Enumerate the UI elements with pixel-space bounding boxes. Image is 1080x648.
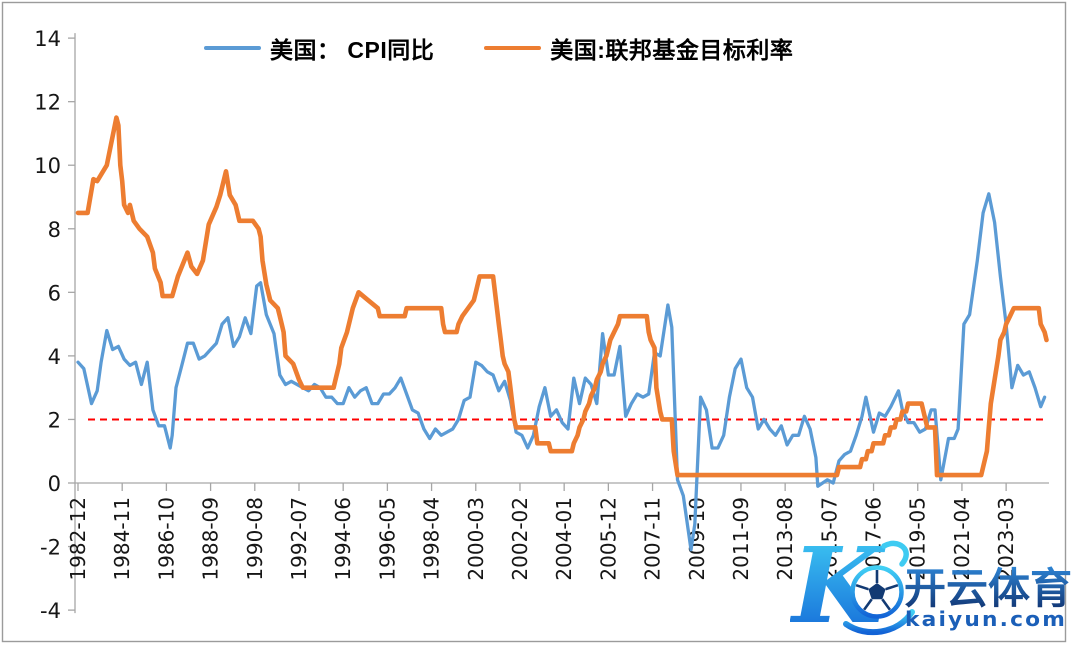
y-axis-label: 6 bbox=[48, 281, 61, 305]
chart-frame-border bbox=[1, 1, 1067, 643]
watermark-domain-text: kaiyun.com bbox=[905, 607, 1067, 631]
x-axis-label: 1994-06 bbox=[331, 497, 355, 581]
x-axis-label: 2013-08 bbox=[773, 497, 797, 581]
x-axis-label: 2015-07 bbox=[817, 497, 841, 581]
cpi-yoy-line bbox=[76, 192, 1047, 552]
y-axis-label: -2 bbox=[40, 536, 61, 560]
y-axis-label: 2 bbox=[48, 408, 61, 432]
x-axis-label: 2023-03 bbox=[994, 497, 1018, 581]
x-axis-label: 1992-07 bbox=[287, 497, 311, 581]
x-axis-label: 2005-12 bbox=[596, 497, 620, 581]
legend-item-fed-funds: 美国:联邦基金目标利率 bbox=[484, 31, 793, 65]
kaiyun-watermark: K 开云体育 kaiyun.com bbox=[790, 524, 1072, 647]
fed-funds-line-swatch bbox=[484, 46, 542, 50]
cpi-line-swatch bbox=[204, 46, 261, 50]
legend-item-cpi: 美国： CPI同比 bbox=[204, 31, 434, 65]
x-axis-label: 1998-04 bbox=[420, 497, 444, 581]
logo-swirl bbox=[881, 540, 909, 567]
y-axis-label: 10 bbox=[34, 154, 61, 178]
x-axis-label: 2004-01 bbox=[552, 497, 576, 581]
logo-swoosh bbox=[843, 609, 915, 636]
x-axis-label: 1988-09 bbox=[199, 497, 223, 581]
x-axis-label: 2002-02 bbox=[508, 497, 532, 581]
x-axis-label: 2019-05 bbox=[906, 497, 930, 581]
y-axis-label: 4 bbox=[48, 345, 61, 369]
y-axis-label: 12 bbox=[34, 91, 61, 115]
x-axis-label: 1984-11 bbox=[110, 497, 134, 581]
x-axis-label: 1982-12 bbox=[66, 497, 90, 581]
legend: 美国： CPI同比 美国:联邦基金目标利率 bbox=[204, 31, 793, 65]
y-axis-label: 8 bbox=[48, 218, 61, 242]
fed-funds-target-rate-line bbox=[75, 115, 1049, 478]
soccer-ball-icon bbox=[850, 565, 904, 619]
y-axis-label: 0 bbox=[48, 472, 61, 496]
x-axis-label: 2000-03 bbox=[464, 497, 488, 581]
y-axis-label: 14 bbox=[34, 27, 61, 51]
x-axis-label: 2011-09 bbox=[729, 497, 753, 581]
x-axis-label: 2021-04 bbox=[950, 497, 974, 581]
x-axis-label: 1986-10 bbox=[154, 497, 178, 581]
legend-label-cpi: 美国： CPI同比 bbox=[270, 37, 435, 63]
watermark-brand-text: 开云体育 bbox=[904, 565, 1072, 612]
x-axis-label: 2007-11 bbox=[641, 497, 665, 581]
legend-label-fed-funds: 美国:联邦基金目标利率 bbox=[550, 37, 794, 63]
x-axis-label: 1996-05 bbox=[375, 497, 399, 581]
x-axis-label: 1990-08 bbox=[243, 497, 267, 581]
y-axis-label: -4 bbox=[40, 599, 61, 623]
